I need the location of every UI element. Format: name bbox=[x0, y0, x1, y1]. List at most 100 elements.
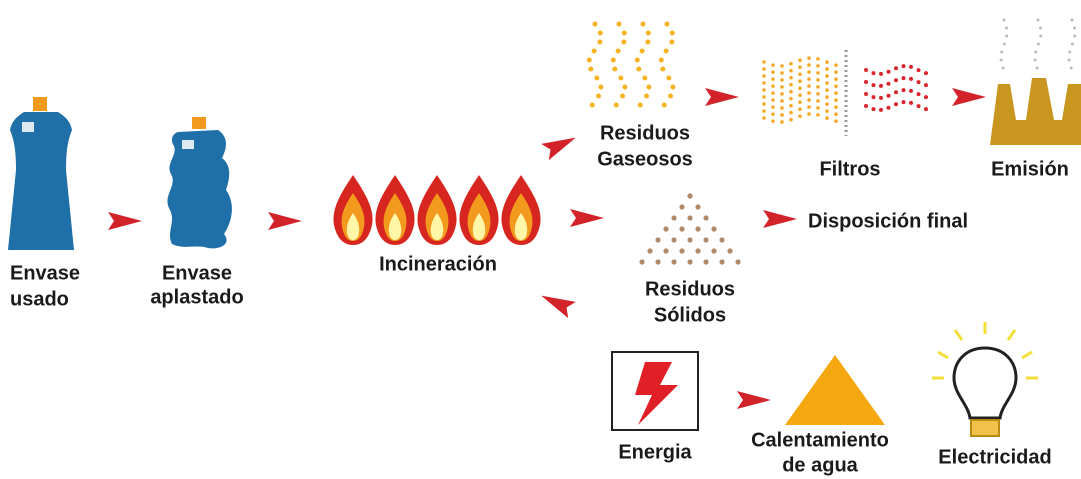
particle bbox=[771, 63, 775, 67]
particle bbox=[825, 88, 829, 92]
particle bbox=[909, 77, 913, 81]
particle bbox=[816, 106, 820, 110]
particle bbox=[789, 111, 793, 115]
particle bbox=[834, 98, 838, 102]
particle bbox=[834, 91, 838, 95]
particle bbox=[666, 76, 671, 81]
particle bbox=[618, 76, 623, 81]
particle bbox=[671, 237, 676, 242]
particle bbox=[1073, 35, 1076, 38]
particle bbox=[611, 58, 616, 63]
particle bbox=[807, 84, 811, 88]
particle bbox=[887, 94, 891, 98]
particle bbox=[612, 67, 617, 72]
particle bbox=[719, 237, 724, 242]
particle bbox=[834, 77, 838, 81]
particle bbox=[816, 92, 820, 96]
particle bbox=[1034, 59, 1037, 62]
particle bbox=[621, 40, 626, 45]
particle bbox=[798, 93, 802, 97]
node-label: Residuos bbox=[600, 122, 690, 144]
particle bbox=[917, 80, 921, 84]
particle bbox=[670, 85, 675, 90]
particle bbox=[687, 237, 692, 242]
particle bbox=[816, 78, 820, 82]
particle bbox=[596, 94, 601, 99]
particle bbox=[780, 85, 784, 89]
particle bbox=[1037, 19, 1040, 22]
particle bbox=[671, 215, 676, 220]
particle bbox=[646, 31, 651, 36]
bottle-icon bbox=[8, 97, 74, 250]
particle bbox=[679, 226, 684, 231]
particle bbox=[825, 116, 829, 120]
particle bbox=[909, 89, 913, 93]
particle bbox=[909, 65, 913, 69]
particle bbox=[617, 22, 622, 27]
particle bbox=[816, 71, 820, 75]
particle bbox=[894, 66, 898, 70]
particle bbox=[1039, 27, 1042, 30]
particle bbox=[872, 83, 876, 87]
particle bbox=[834, 112, 838, 116]
particle bbox=[872, 107, 876, 111]
particle bbox=[780, 113, 784, 117]
particle bbox=[894, 102, 898, 106]
particle bbox=[825, 102, 829, 106]
particle bbox=[762, 67, 766, 71]
particle bbox=[834, 84, 838, 88]
particle bbox=[894, 90, 898, 94]
particle bbox=[1036, 67, 1039, 70]
node-label: Filtros bbox=[819, 158, 880, 180]
node-label: Envase bbox=[162, 262, 232, 284]
particle bbox=[917, 68, 921, 72]
particle bbox=[825, 95, 829, 99]
node-label: Calentamiento bbox=[751, 429, 889, 451]
particle bbox=[789, 83, 793, 87]
particle bbox=[825, 74, 829, 78]
particle bbox=[780, 99, 784, 103]
particle bbox=[1073, 27, 1076, 30]
particle bbox=[771, 98, 775, 102]
particle bbox=[771, 77, 775, 81]
particle bbox=[711, 226, 716, 231]
particle bbox=[771, 91, 775, 95]
particle bbox=[807, 112, 811, 116]
particle bbox=[1034, 51, 1037, 54]
energy-icon bbox=[612, 352, 698, 430]
particle bbox=[771, 119, 775, 123]
particle bbox=[789, 76, 793, 80]
particle bbox=[644, 94, 649, 99]
particle bbox=[762, 116, 766, 120]
diagram: Envase usado Envase aplastado Incineraci… bbox=[0, 0, 1081, 479]
particle bbox=[663, 226, 668, 231]
particle bbox=[1002, 67, 1005, 70]
particle bbox=[1070, 67, 1073, 70]
particle bbox=[687, 193, 692, 198]
particle bbox=[798, 107, 802, 111]
particle bbox=[864, 104, 868, 108]
particle bbox=[762, 81, 766, 85]
particle bbox=[645, 40, 650, 45]
particle bbox=[719, 259, 724, 264]
particle bbox=[816, 99, 820, 103]
particle bbox=[1003, 43, 1006, 46]
particle bbox=[735, 259, 740, 264]
particle bbox=[879, 72, 883, 76]
particle bbox=[762, 74, 766, 78]
particle bbox=[909, 101, 913, 105]
particle bbox=[807, 70, 811, 74]
particle bbox=[1000, 51, 1003, 54]
particle bbox=[917, 92, 921, 96]
particle bbox=[798, 79, 802, 83]
particle bbox=[798, 72, 802, 76]
particle bbox=[588, 67, 593, 72]
particle bbox=[789, 104, 793, 108]
particle bbox=[659, 58, 664, 63]
flames-icon bbox=[333, 175, 540, 245]
particle bbox=[924, 83, 928, 87]
particle bbox=[1005, 27, 1008, 30]
particle bbox=[695, 204, 700, 209]
particle bbox=[687, 259, 692, 264]
particle bbox=[780, 78, 784, 82]
